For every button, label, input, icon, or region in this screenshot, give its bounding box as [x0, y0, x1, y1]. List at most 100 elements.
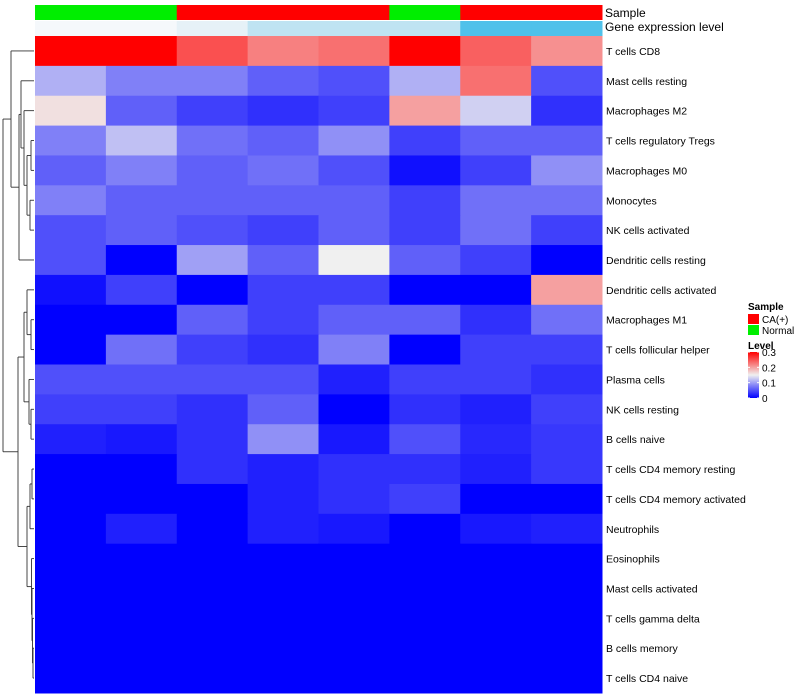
- heatmap-cell: [460, 663, 532, 694]
- heatmap-cell: [105, 245, 178, 276]
- heatmap-cell: [531, 364, 603, 395]
- heatmap-cell: [247, 215, 319, 246]
- heatmap-cell: [389, 483, 461, 515]
- heatmap-cell: [176, 245, 249, 276]
- heatmap-cell: [531, 304, 603, 336]
- heatmap-cell: [176, 274, 249, 306]
- heatmap-cell: [460, 125, 532, 156]
- heatmap-cell: [460, 155, 532, 186]
- heatmap-cell: [389, 663, 461, 694]
- heatmap-cell: [176, 394, 249, 425]
- heatmap-cell: [531, 424, 603, 455]
- heatmap-cell: [389, 573, 461, 604]
- row-label: T cells follicular helper: [606, 345, 710, 357]
- heatmap-cell: [460, 95, 532, 127]
- row-label: Macrophages M1: [606, 315, 687, 327]
- heatmap-cell: [105, 603, 178, 634]
- row-dendrogram: [2, 50, 34, 679]
- heatmap-cell: [35, 304, 107, 336]
- heatmap-cell: [35, 155, 107, 186]
- heatmap-cell: [176, 125, 249, 156]
- heatmap-cell: [389, 424, 461, 455]
- heatmap-cell: [35, 125, 107, 156]
- row-label: Macrophages M0: [606, 165, 687, 177]
- heatmap-cell: [531, 543, 603, 575]
- heatmap-cell: [35, 573, 107, 604]
- level-tick-label: 0.2: [762, 363, 776, 374]
- heatmap-cell: [318, 424, 390, 455]
- heatmap-cell: [389, 454, 461, 485]
- heatmap-cell: [247, 155, 319, 186]
- heatmap-cell: [531, 573, 603, 604]
- heatmap-cell: [389, 543, 461, 575]
- heatmap-cell: [318, 304, 390, 336]
- heatmap-cell: [389, 36, 461, 67]
- heatmap-cell: [105, 36, 178, 67]
- heatmap-cell: [105, 334, 178, 365]
- heatmap-cell: [460, 215, 532, 246]
- heatmap-cell: [318, 394, 390, 425]
- row-label: T cells regulatory Tregs: [606, 136, 715, 148]
- expression-track-cell: [176, 21, 249, 36]
- heatmap-cell: [247, 663, 319, 694]
- expression-track-cell: [105, 21, 178, 36]
- heatmap-cell: [247, 483, 319, 515]
- heatmap-cell: [460, 454, 532, 485]
- heatmap-cell: [531, 185, 603, 216]
- heatmap-cell: [389, 364, 461, 395]
- heatmap-cell: [176, 185, 249, 216]
- row-label: Plasma cells: [606, 374, 665, 386]
- heatmap-cell: [460, 36, 532, 67]
- sample-legend-label: Normal: [762, 326, 794, 337]
- heatmap-cell: [35, 633, 107, 664]
- heatmap-cell: [460, 543, 532, 575]
- heatmap-cell: [35, 454, 107, 485]
- expression-track-cell: [460, 21, 532, 36]
- heatmap-cell: [247, 125, 319, 156]
- heatmap-cell: [460, 245, 532, 276]
- row-label: Neutrophils: [606, 524, 659, 536]
- sample-legend-swatch: [748, 314, 759, 324]
- heatmap-cell: [176, 633, 249, 664]
- heatmap-cell: [35, 185, 107, 216]
- heatmap-cell: [460, 274, 532, 306]
- heatmap-cell: [105, 185, 178, 216]
- row-label: Monocytes: [606, 195, 657, 207]
- heatmap-cell: [460, 185, 532, 216]
- level-tick-label: 0.1: [762, 379, 776, 390]
- expression-track-cell: [531, 21, 603, 36]
- heatmap-cell: [531, 603, 603, 634]
- heatmap-cell: [318, 36, 390, 67]
- level-tick-label: 0: [762, 394, 768, 405]
- legend: Sample Level CA(+)Normal 0.3 0.2 0.1 0: [748, 302, 794, 405]
- sample-track-cell: [460, 5, 532, 20]
- heatmap-cell: [460, 65, 532, 97]
- level-legend-title: Level: [748, 341, 774, 352]
- row-label: Mast cells activated: [606, 583, 698, 595]
- row-labels: T cells CD8 Mast cells resting Macrophages…: [606, 46, 746, 685]
- heatmap-cell: [176, 155, 249, 186]
- heatmap-cell: [176, 424, 249, 455]
- heatmap-cell: [318, 663, 390, 694]
- sample-track-cell: [176, 5, 249, 20]
- sample-track-cell: [531, 5, 603, 20]
- heatmap-cell: [318, 483, 390, 515]
- heatmap-cell: [318, 155, 390, 186]
- heatmap-cell: [389, 65, 461, 97]
- heatmap-cell: [247, 245, 319, 276]
- sample-legend-label: CA(+): [762, 315, 788, 326]
- heatmap-cell: [105, 663, 178, 694]
- row-label: T cells CD8: [606, 46, 660, 58]
- heatmap-cell: [247, 65, 319, 97]
- heatmap-cell: [247, 364, 319, 395]
- heatmap-cell: [105, 125, 178, 156]
- heatmap-cell: [531, 65, 603, 97]
- heatmap-cell: [247, 513, 319, 545]
- heatmap-cell: [176, 454, 249, 485]
- row-label: T cells gamma delta: [606, 613, 700, 625]
- heatmap-cell: [35, 274, 107, 306]
- heatmap-cell: [35, 663, 107, 694]
- heatmap-cell: [460, 603, 532, 634]
- heatmap-cell: [460, 633, 532, 664]
- row-label: B cells naive: [606, 434, 665, 446]
